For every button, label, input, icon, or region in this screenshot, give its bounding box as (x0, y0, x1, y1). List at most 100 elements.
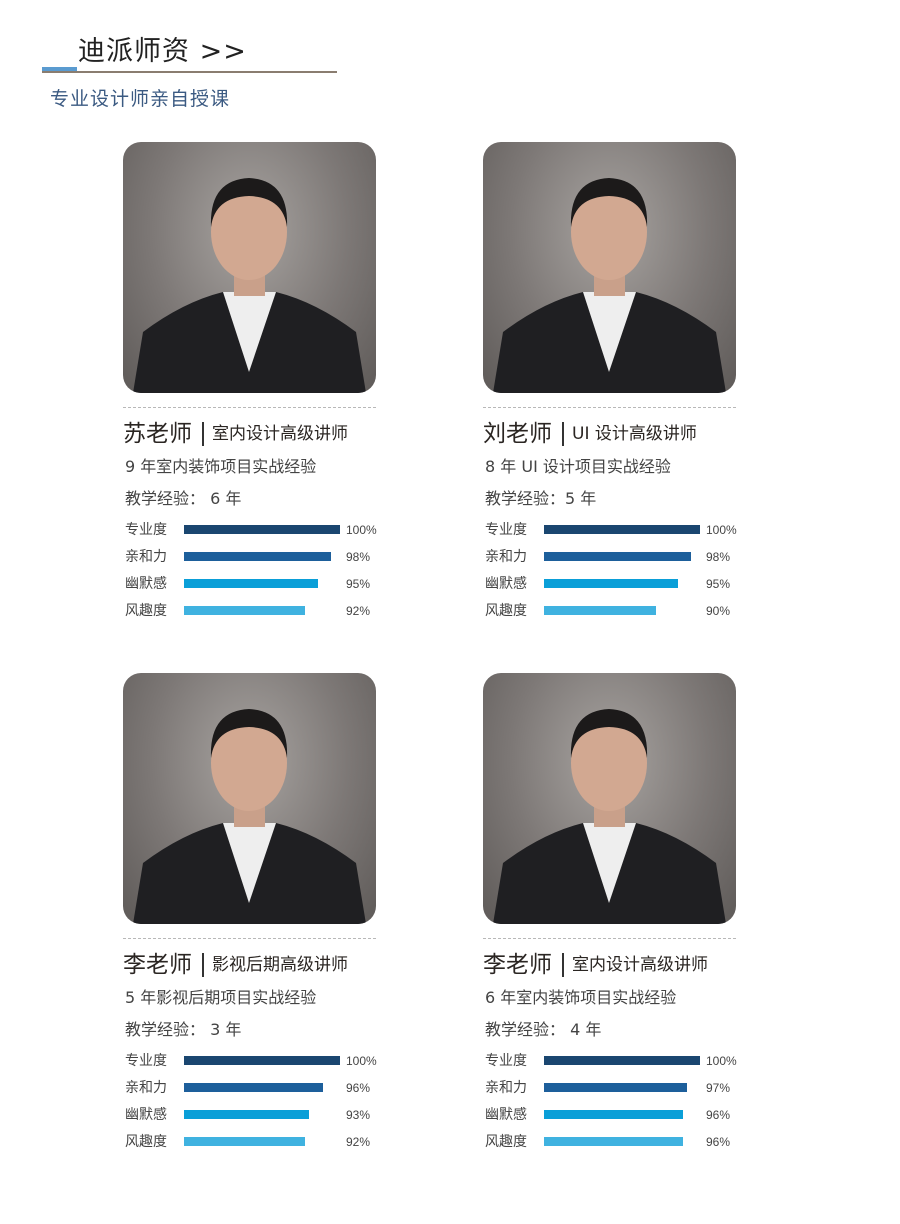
portrait-photo (123, 142, 376, 393)
stat-row: 幽默感 96% (485, 1101, 737, 1128)
teacher-card: 苏老师 室内设计高级讲师 9 年室内装饰项目实战经验 教学经验： 6 年 专业度 … (123, 142, 423, 624)
header-accent (42, 67, 77, 73)
stat-track (544, 525, 706, 534)
portrait-photo (483, 142, 736, 393)
stat-label: 亲和力 (485, 548, 527, 565)
stat-row: 幽默感 95% (125, 570, 377, 597)
teacher-role: 室内设计高级讲师 (212, 424, 348, 444)
stat-value: 92% (346, 603, 371, 618)
stat-label: 亲和力 (485, 1079, 527, 1096)
stat-bar (184, 1083, 323, 1092)
stat-bar (184, 1137, 306, 1146)
teacher-name: 李老师 (123, 952, 192, 978)
teacher-role: 室内设计高级讲师 (572, 955, 708, 975)
stat-label: 亲和力 (125, 1079, 167, 1096)
stat-track (544, 552, 706, 561)
stat-row: 专业度 100% (125, 1047, 377, 1074)
teacher-card: 李老师 影视后期高级讲师 5 年影视后期项目实战经验 教学经验： 3 年 专业度 … (123, 673, 423, 1155)
stat-value: 98% (706, 549, 731, 564)
stat-row: 风趣度 92% (125, 597, 377, 624)
stat-track (544, 1110, 706, 1119)
stat-track (184, 525, 346, 534)
teacher-card: 李老师 室内设计高级讲师 6 年室内装饰项目实战经验 教学经验： 4 年 专业度 … (483, 673, 783, 1155)
teacher-name: 刘老师 (483, 421, 552, 447)
teacher-card: 刘老师 UI 设计高级讲师 8 年 UI 设计项目实战经验 教学经验：5 年 专业… (483, 142, 783, 624)
teaching-experience: 教学经验：5 年 (485, 489, 597, 508)
stat-value: 93% (346, 1107, 371, 1122)
stat-track (184, 1137, 346, 1146)
stat-row: 专业度 100% (125, 516, 377, 543)
stat-track (544, 579, 706, 588)
divider (483, 407, 736, 408)
stat-row: 亲和力 98% (485, 543, 737, 570)
stat-bar (184, 1056, 340, 1065)
stat-label: 风趣度 (485, 602, 527, 619)
teacher-role: UI 设计高级讲师 (572, 424, 697, 444)
stat-bar (544, 552, 692, 561)
stat-value: 96% (706, 1134, 731, 1149)
stat-bar (184, 579, 319, 588)
stat-label: 幽默感 (125, 575, 167, 592)
section-subtitle: 专业设计师亲自授课 (50, 88, 231, 110)
stat-bar (184, 606, 306, 615)
stat-label: 幽默感 (485, 1106, 527, 1123)
stat-track (544, 606, 706, 615)
stat-value: 90% (706, 603, 731, 618)
stat-bar (184, 525, 340, 534)
stat-row: 亲和力 97% (485, 1074, 737, 1101)
teacher-name-line: 李老师 室内设计高级讲师 (483, 949, 708, 981)
stat-track (184, 1083, 346, 1092)
stats: 专业度 100% 亲和力 97% 幽默感 96% 风趣度 96% (485, 1047, 737, 1155)
stat-row: 风趣度 90% (485, 597, 737, 624)
section-title: 迪派师资 >> (78, 36, 247, 67)
stat-track (544, 1056, 706, 1065)
stat-track (184, 606, 346, 615)
stat-label: 专业度 (125, 1052, 167, 1069)
stat-label: 风趣度 (125, 602, 167, 619)
stat-label: 风趣度 (485, 1133, 527, 1150)
stat-bar (544, 579, 679, 588)
stat-row: 风趣度 96% (485, 1128, 737, 1155)
divider (123, 407, 376, 408)
stat-row: 亲和力 96% (125, 1074, 377, 1101)
teaching-experience: 教学经验： 6 年 (125, 489, 242, 508)
divider (483, 938, 736, 939)
stat-track (544, 1083, 706, 1092)
stat-row: 亲和力 98% (125, 543, 377, 570)
stat-value: 100% (346, 1053, 377, 1068)
separator (202, 953, 204, 977)
stat-value: 97% (706, 1080, 731, 1095)
teacher-experience: 6 年室内装饰项目实战经验 (485, 988, 677, 1007)
stat-label: 风趣度 (125, 1133, 167, 1150)
teacher-experience: 8 年 UI 设计项目实战经验 (485, 457, 671, 476)
separator (562, 422, 564, 446)
stat-label: 幽默感 (125, 1106, 167, 1123)
separator (202, 422, 204, 446)
separator (562, 953, 564, 977)
stat-bar (544, 1083, 687, 1092)
stat-bar (544, 525, 700, 534)
teacher-name: 李老师 (483, 952, 552, 978)
stat-value: 95% (346, 576, 371, 591)
teacher-name-line: 刘老师 UI 设计高级讲师 (483, 418, 697, 450)
stat-value: 98% (346, 549, 371, 564)
teaching-experience: 教学经验： 4 年 (485, 1020, 602, 1039)
teacher-role: 影视后期高级讲师 (212, 955, 348, 975)
stat-row: 幽默感 95% (485, 570, 737, 597)
portrait-photo (123, 673, 376, 924)
portrait-photo (483, 673, 736, 924)
teacher-name-line: 李老师 影视后期高级讲师 (123, 949, 348, 981)
stat-label: 专业度 (485, 521, 527, 538)
stat-value: 96% (346, 1080, 371, 1095)
stat-row: 风趣度 92% (125, 1128, 377, 1155)
teacher-name-line: 苏老师 室内设计高级讲师 (123, 418, 348, 450)
stat-bar (544, 1056, 700, 1065)
stat-label: 专业度 (485, 1052, 527, 1069)
stat-track (184, 1110, 346, 1119)
stat-track (184, 1056, 346, 1065)
teaching-experience: 教学经验： 3 年 (125, 1020, 242, 1039)
stat-value: 100% (706, 1053, 737, 1068)
stat-value: 100% (346, 522, 377, 537)
stat-bar (544, 1110, 683, 1119)
stat-value: 95% (706, 576, 731, 591)
